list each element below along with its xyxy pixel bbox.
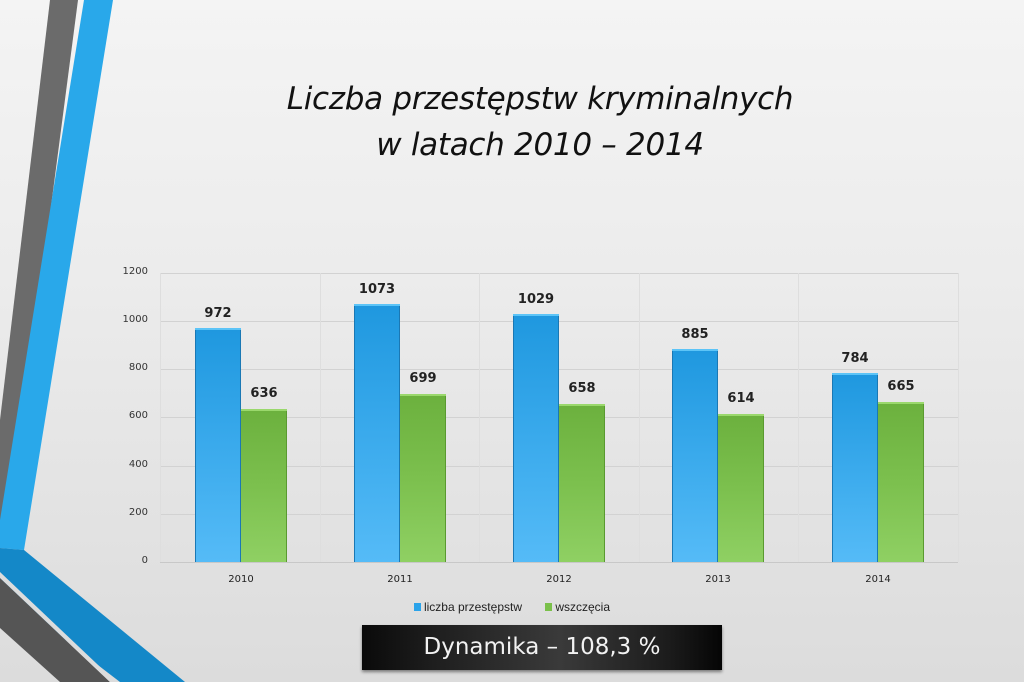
y-tick: 200: [128, 507, 148, 518]
category-separator: [160, 273, 161, 562]
gridline-800: [160, 369, 958, 370]
legend-swatch-blue: [413, 603, 421, 611]
category-separator: [639, 273, 640, 562]
x-tick: 2011: [387, 574, 413, 585]
y-tick: 0: [141, 555, 148, 566]
value-label: 614: [727, 391, 755, 406]
bar-wszczecia-2013: [718, 414, 764, 562]
bar-wszczecia-2011: [400, 394, 446, 562]
bar-liczba-2011: [354, 304, 400, 562]
value-label: 784: [841, 351, 869, 366]
bar-liczba-2013: [672, 349, 718, 562]
chart-legend: liczba przestępstw wszczęcia: [0, 600, 1024, 614]
gridline-1000: [160, 321, 958, 322]
x-tick: 2010: [228, 574, 254, 585]
category-separator: [320, 273, 321, 562]
y-tick: 1200: [122, 266, 148, 277]
value-label: 1029: [517, 292, 555, 307]
title-line-2: w latach 2010 – 2014: [376, 127, 704, 163]
value-label: 885: [681, 327, 709, 342]
bar-wszczecia-2012: [559, 404, 605, 562]
dynamics-banner: Dynamika – 108,3 %: [362, 625, 722, 670]
gridline-1200: [160, 273, 958, 274]
legend-label: liczba przestępstw: [423, 600, 522, 614]
value-label: 658: [568, 381, 596, 396]
y-tick: 1000: [122, 314, 148, 325]
bar-liczba-2014: [832, 373, 878, 562]
legend-swatch-green: [545, 603, 553, 611]
x-tick: 2012: [546, 574, 572, 585]
title-line-1: Liczba przestępstw kryminalnych: [286, 81, 794, 117]
y-tick: 600: [128, 410, 148, 421]
legend-label: wszczęcia: [555, 600, 611, 614]
x-tick: 2013: [705, 574, 731, 585]
y-tick: 400: [128, 459, 148, 470]
y-tick: 800: [128, 362, 148, 373]
x-tick: 2014: [865, 574, 891, 585]
bar-wszczecia-2014: [878, 402, 924, 562]
gridline-0: [160, 562, 958, 563]
category-separator: [798, 273, 799, 562]
bar-liczba-2010: [195, 328, 241, 562]
bar-wszczecia-2010: [241, 409, 287, 562]
slide-title: Liczba przestępstw kryminalnych w latach…: [200, 76, 880, 168]
legend-item-liczba: liczba przestępstw: [413, 600, 522, 614]
category-separator: [958, 273, 959, 562]
value-label: 1073: [358, 282, 396, 297]
bar-liczba-2012: [513, 314, 559, 562]
category-separator: [479, 273, 480, 562]
value-label: 972: [204, 306, 232, 321]
value-label: 665: [887, 379, 915, 394]
value-label: 699: [409, 371, 437, 386]
value-label: 636: [250, 386, 278, 401]
legend-item-wszczecia: wszczęcia: [545, 600, 610, 614]
